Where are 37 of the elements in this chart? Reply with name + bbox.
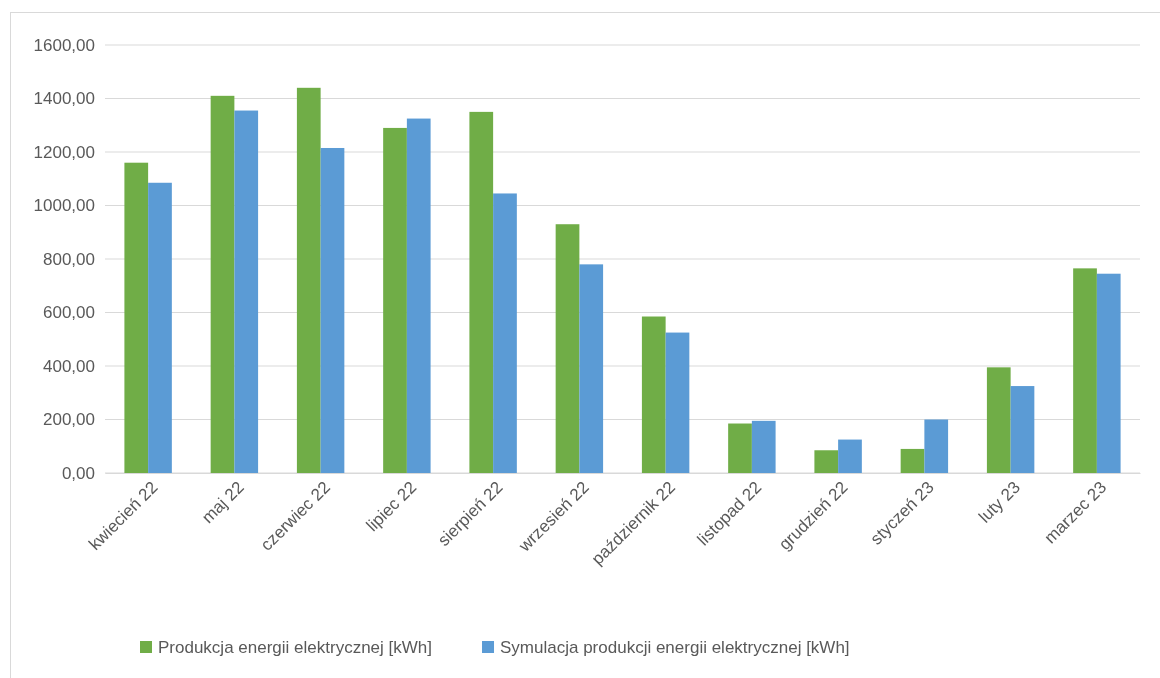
bar [1010, 386, 1035, 473]
bar [148, 182, 172, 473]
y-tick-label: 800,00 [43, 249, 95, 269]
bar [728, 423, 752, 473]
bar [124, 162, 149, 473]
bar [296, 87, 321, 473]
bar [838, 439, 862, 473]
bar [320, 147, 345, 473]
bar [1096, 273, 1121, 473]
bar [986, 367, 1011, 473]
bar [900, 448, 925, 473]
bar [924, 419, 949, 473]
y-tick-label: 400,00 [43, 356, 95, 376]
bar [814, 450, 839, 473]
x-tick-label: maj 22 [198, 477, 248, 528]
bar [555, 224, 580, 473]
bar [383, 127, 407, 473]
bar [406, 118, 431, 473]
bar [579, 264, 604, 473]
y-tick-label: 0,00 [61, 463, 95, 483]
bar [1073, 268, 1097, 473]
y-tick-label: 1200,00 [33, 142, 95, 162]
y-tick-label: 600,00 [43, 303, 95, 323]
bar [751, 420, 776, 473]
legend-label: Produkcja energii elektrycznej [kWh] [158, 638, 433, 657]
y-tick-label: 200,00 [43, 410, 95, 430]
x-tick-label: luty 23 [975, 477, 1024, 527]
bar [469, 111, 494, 473]
y-tick-label: 1400,00 [33, 89, 95, 109]
bar [210, 95, 235, 473]
bar [234, 110, 259, 473]
bar [665, 332, 690, 473]
bar [641, 316, 666, 473]
y-tick-label: 1000,00 [33, 196, 95, 216]
y-tick-label: 1600,00 [33, 35, 95, 55]
bar [493, 193, 517, 473]
legend-label: Symulacja produkcji energii elektrycznej [kWh] [500, 638, 850, 657]
